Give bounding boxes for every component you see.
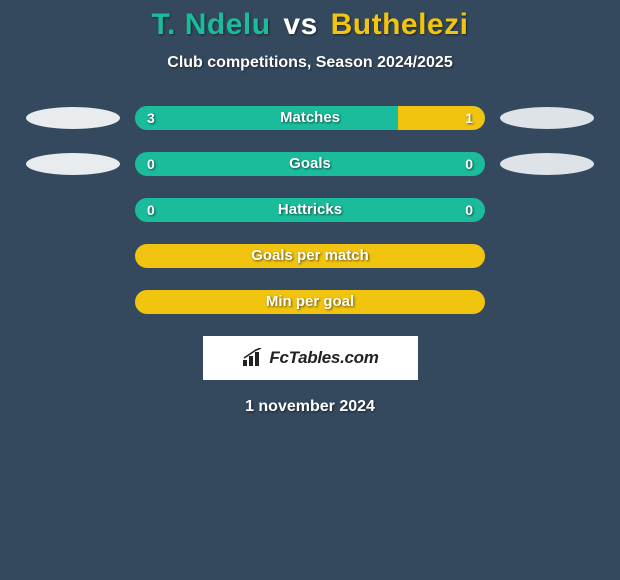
logo[interactable]: FcTables.com — [241, 348, 378, 368]
stat-row-matches: 3 Matches 1 — [0, 106, 620, 130]
stat-value-right: 0 — [465, 198, 473, 222]
stat-bar: Min per goal — [135, 290, 485, 314]
stat-row-goals: 0 Goals 0 — [0, 152, 620, 176]
subtitle: Club competitions, Season 2024/2025 — [0, 54, 620, 72]
player2-avatar — [497, 152, 597, 176]
stat-value-right: 0 — [465, 152, 473, 176]
stat-bar: 3 Matches 1 — [135, 106, 485, 130]
chart-icon — [241, 348, 265, 368]
footer-date: 1 november 2024 — [0, 398, 620, 416]
player1-avatar — [23, 106, 123, 130]
avatar-placeholder — [23, 244, 123, 268]
player2-avatar — [497, 106, 597, 130]
stat-label: Hattricks — [135, 198, 485, 222]
stat-label: Min per goal — [135, 290, 485, 314]
avatar-placeholder — [497, 244, 597, 268]
stat-row-min-per-goal: Min per goal — [0, 290, 620, 314]
logo-box: FcTables.com — [203, 336, 418, 380]
avatar-ellipse — [500, 107, 594, 129]
stat-bar: Goals per match — [135, 244, 485, 268]
stat-bar: 0 Hattricks 0 — [135, 198, 485, 222]
avatar-placeholder — [23, 290, 123, 314]
avatar-placeholder — [497, 198, 597, 222]
player1-avatar — [23, 152, 123, 176]
player1-name: T. Ndelu — [152, 8, 271, 41]
stat-label: Goals — [135, 152, 485, 176]
avatar-ellipse — [500, 153, 594, 175]
avatar-placeholder — [497, 290, 597, 314]
stat-value-right: 1 — [465, 106, 473, 130]
avatar-ellipse — [26, 153, 120, 175]
stat-label: Matches — [135, 106, 485, 130]
stat-label: Goals per match — [135, 244, 485, 268]
avatar-ellipse — [26, 107, 120, 129]
logo-text: FcTables.com — [269, 348, 378, 368]
stat-row-hattricks: 0 Hattricks 0 — [0, 198, 620, 222]
avatar-placeholder — [23, 198, 123, 222]
page-title: T. Ndelu vs Buthelezi — [0, 0, 620, 42]
stat-rows: 3 Matches 1 0 Goals 0 0 Hattricks — [0, 106, 620, 314]
stat-row-goals-per-match: Goals per match — [0, 244, 620, 268]
player2-name: Buthelezi — [331, 8, 469, 41]
vs-text: vs — [279, 8, 321, 41]
stat-bar: 0 Goals 0 — [135, 152, 485, 176]
